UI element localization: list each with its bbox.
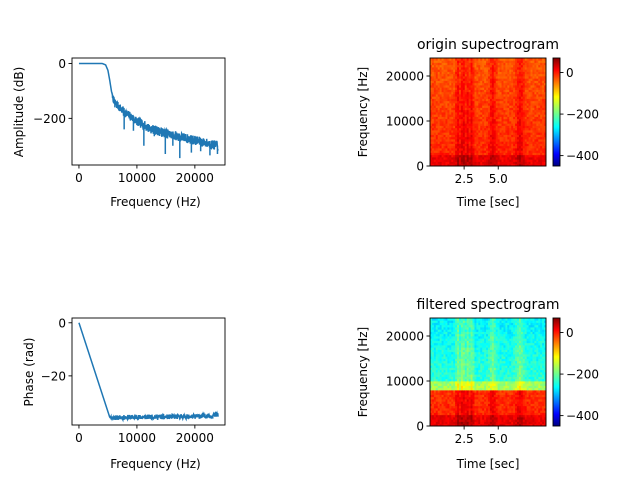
origin-spectrogram-image: [430, 58, 547, 167]
phase-ylabel: Phase (rad): [22, 338, 36, 407]
phase-panel: Phase (rad) Frequency (Hz) 0 10000 20000 0 −…: [22, 316, 226, 471]
phase-xlabel: Frequency (Hz): [110, 457, 201, 471]
phase-ytick-label: 0: [58, 316, 66, 330]
origin-spectrogram-ytick-label: 10000: [386, 115, 424, 129]
phase-axes-frame: [71, 317, 226, 426]
filtered-spectrogram-colorbar-tick-label: −200: [566, 368, 599, 382]
filtered-spectrogram-ylabel: Frequency [Hz]: [356, 327, 370, 418]
filtered-spectrogram-image: [430, 318, 547, 427]
origin-spectrogram-title: origin supectrogram: [417, 37, 559, 53]
origin-spectrogram-xtick-label: 2.5: [455, 172, 474, 186]
origin-spectrogram-ytick-label: 20000: [386, 70, 424, 84]
filtered-spectrogram-xtick-label: 5.0: [489, 432, 508, 446]
origin-spectrogram-colorbar-tick-label: 0: [566, 66, 574, 80]
amplitude-xtick-label: 10000: [118, 171, 156, 185]
amplitude-series-line: [78, 62, 219, 159]
filtered-spectrogram-xtick-label: 2.5: [455, 432, 474, 446]
amplitude-axes-frame: [71, 57, 226, 166]
filtered-spectrogram-ytick-label: 20000: [386, 330, 424, 344]
origin-spectrogram-colorbar: [552, 57, 561, 167]
filtered-spectrogram-colorbar: [552, 317, 561, 427]
amplitude-xtick-label: 20000: [176, 171, 214, 185]
origin-spectrogram-colorbar-tick-label: −200: [566, 108, 599, 122]
filtered-spectrogram-title: filtered spectrogram: [416, 297, 559, 313]
origin-spectrogram-xlabel: Time [sec]: [456, 195, 520, 209]
origin-spectrogram-xtick-label: 5.0: [489, 172, 508, 186]
phase-xtick-label: 10000: [118, 431, 156, 445]
amplitude-ylabel: Amplitude (dB): [12, 67, 26, 158]
phase-ytick-label: −20: [41, 369, 66, 383]
phase-xtick-label: 20000: [176, 431, 214, 445]
filtered-spectrogram-ytick-label: 0: [416, 420, 424, 434]
origin-spectrogram-ylabel: Frequency [Hz]: [356, 67, 370, 158]
phase-series-line: [78, 322, 219, 423]
filtered-spectrogram-colorbar-tick-label: −400: [566, 409, 599, 423]
origin-spectrogram-panel: origin supectrogram Frequency [Hz] Time …: [356, 37, 599, 209]
amplitude-xtick-label: 0: [75, 171, 83, 185]
amplitude-xlabel: Frequency (Hz): [110, 195, 201, 209]
origin-spectrogram-axes-frame: [429, 57, 547, 167]
filtered-spectrogram-colorbar-tick-label: 0: [566, 326, 574, 340]
amplitude-ytick-label: 0: [58, 57, 66, 71]
amplitude-ytick-label: −200: [33, 112, 66, 126]
amplitude-panel: Amplitude (dB) Frequency (Hz) 0 10000 2000…: [12, 57, 226, 209]
filtered-spectrogram-axes-frame: [429, 317, 547, 427]
origin-spectrogram-colorbar-tick-label: −400: [566, 149, 599, 163]
phase-xtick-label: 0: [75, 431, 83, 445]
filtered-spectrogram-panel: filtered spectrogram Frequency [Hz] Time…: [356, 297, 599, 471]
filtered-spectrogram-xlabel: Time [sec]: [456, 457, 520, 471]
filtered-spectrogram-ytick-label: 10000: [386, 375, 424, 389]
origin-spectrogram-ytick-label: 0: [416, 160, 424, 174]
